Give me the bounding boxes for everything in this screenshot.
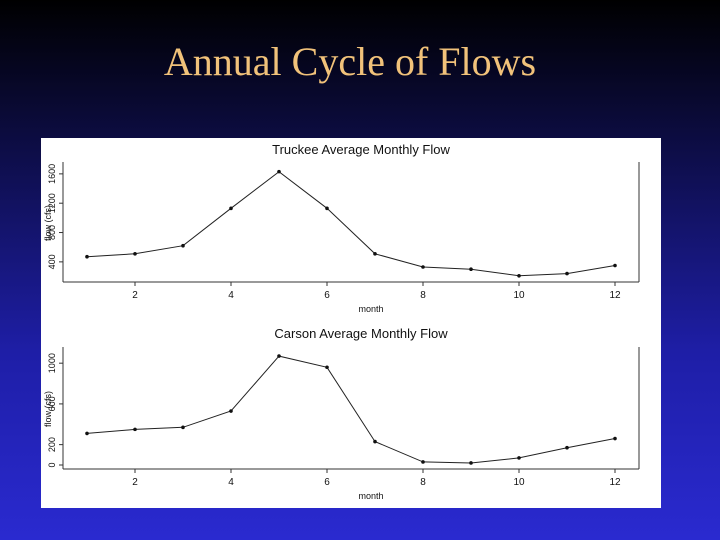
- chart2-data-point: [325, 365, 329, 370]
- chart-canvas: Truckee Average Monthly Flow 2 4 6 8 10 12 mont…: [43, 142, 640, 501]
- chart1-data-point: [277, 169, 281, 174]
- chart1-y-tick-label: 1200: [47, 193, 57, 213]
- chart2-x-tick-label: 12: [609, 477, 621, 488]
- slide-title: Annual Cycle of Flows: [163, 39, 537, 84]
- chart2-data-point: [613, 436, 617, 441]
- chart2-series-line: [86, 355, 616, 464]
- chart1-title: Truckee Average Monthly Flow: [272, 142, 450, 157]
- chart1-x-tick-label: 10: [513, 290, 525, 301]
- chart1-data-point: [469, 267, 473, 271]
- chart2-y-tick-label: 1000: [47, 353, 57, 373]
- chart2-x-tick-label: 10: [513, 477, 525, 488]
- chart1-x-tick-label: 6: [324, 290, 330, 301]
- chart2-x-tick-label: 4: [228, 477, 234, 488]
- chart2-data-point: [565, 445, 569, 450]
- chart2-title: Carson Average Monthly Flow: [274, 326, 448, 341]
- chart2-y-tick-label: 0: [47, 462, 57, 467]
- chart2-x-label: month: [358, 491, 383, 501]
- chart2-data-point: [181, 425, 185, 430]
- chart1-data-point: [229, 206, 233, 211]
- chart2-data-point: [517, 456, 521, 460]
- chart2-y-tick-label: 600: [47, 396, 57, 411]
- chart1-x-tick-label: 8: [420, 290, 426, 301]
- chart2-y-tick-label: 200: [47, 437, 57, 452]
- chart2-x-tick-label: 8: [420, 477, 426, 488]
- chart1-data-point: [613, 263, 617, 268]
- chart2-y-label: flow (cfs): [43, 391, 53, 427]
- chart1-y-tick-label: 1600: [47, 164, 57, 184]
- chart2-data-point: [421, 460, 425, 464]
- chart2-data-point: [85, 431, 89, 436]
- chart1-x-label: month: [358, 304, 383, 314]
- chart2-data-point: [373, 439, 377, 444]
- chart1-x-tick-label: 4: [228, 290, 234, 301]
- chart2-data-point: [133, 427, 137, 432]
- chart1-data-point: [565, 271, 569, 276]
- chart1-data-point: [517, 274, 521, 278]
- chart1-series-line: [86, 171, 616, 277]
- chart-figure: Truckee Average Monthly Flow 2 4 6 8 10 12 mont…: [41, 138, 661, 508]
- chart2-x-tick-label: 6: [324, 477, 330, 488]
- chart1-y-tick-label: 400: [47, 254, 57, 269]
- chart1-y-tick-label: 800: [47, 225, 57, 240]
- chart1-y-label: flow (cfs): [43, 205, 53, 241]
- chart1-x-tick-label: 12: [609, 290, 621, 301]
- chart1-data-point: [133, 252, 137, 256]
- chart2-data-point: [277, 354, 281, 358]
- chart1-data-point: [181, 243, 185, 248]
- chart1-data-point: [325, 206, 329, 211]
- chart1-data-point: [373, 252, 377, 256]
- chart1-data-point: [421, 265, 425, 269]
- chart2-data-point: [469, 461, 473, 465]
- chart2-x-tick-label: 2: [132, 477, 138, 488]
- chart1-x-tick-label: 2: [132, 290, 138, 301]
- chart2-data-point: [229, 409, 233, 413]
- chart1-data-point: [85, 254, 89, 259]
